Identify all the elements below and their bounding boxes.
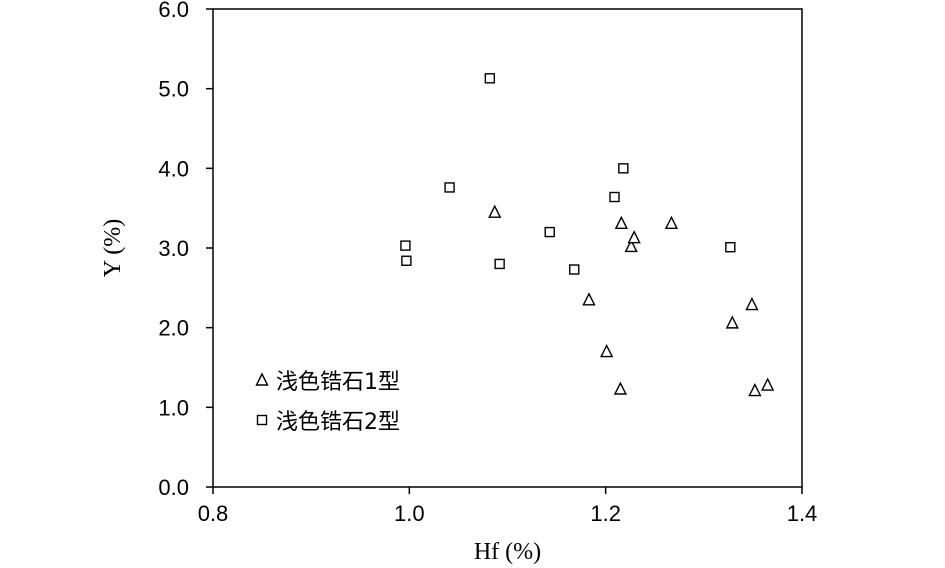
- square-point: [494, 258, 505, 270]
- y-axis-label: Y (%): [100, 219, 126, 277]
- triangle-point: [627, 230, 641, 244]
- square-point: [618, 163, 629, 174]
- axes: 0.8 1.0 1.2 1.4 0.0 1.0 2.0 3.0 4.0 5.0 6.0: [158, 0, 817, 526]
- square-point: [725, 242, 736, 253]
- x-tick-label: 1.4: [787, 501, 818, 526]
- square-point: [544, 226, 555, 238]
- y-tick-label: 1.0: [158, 395, 189, 420]
- series-triangle: [488, 204, 775, 397]
- triangle-point: [745, 296, 759, 311]
- x-tick-label: 1.2: [590, 501, 621, 526]
- triangle-point: [624, 238, 638, 253]
- x-axis-label: Hf (%): [474, 539, 541, 565]
- triangle-point: [614, 215, 629, 230]
- triangle-point: [582, 292, 596, 306]
- y-tick-label: 6.0: [158, 0, 189, 22]
- data-points: [400, 73, 775, 397]
- square-point: [484, 73, 496, 84]
- square-point: [400, 240, 411, 251]
- y-tick-label: 0.0: [158, 475, 189, 500]
- triangle-point: [488, 204, 502, 218]
- triangle-point: [761, 377, 775, 391]
- y-tick-label: 3.0: [158, 236, 189, 261]
- x-tick-label: 1.0: [394, 501, 425, 526]
- series-square: [400, 73, 736, 275]
- y-tick-label: 4.0: [158, 156, 189, 181]
- square-point: [609, 191, 620, 203]
- y-tick-label: 5.0: [158, 77, 189, 102]
- triangle-point: [613, 381, 628, 395]
- legend-triangle-marker: [255, 372, 269, 386]
- x-tick-label: 0.8: [198, 501, 229, 526]
- y-tick-label: 2.0: [158, 316, 189, 341]
- triangle-point: [725, 315, 739, 329]
- legend-square-marker: [256, 414, 268, 426]
- square-point: [401, 255, 412, 266]
- triangle-point: [664, 215, 679, 230]
- legend-label: 浅色锆石1型: [276, 370, 400, 395]
- square-point: [444, 182, 455, 193]
- square-point: [569, 264, 580, 275]
- triangle-point: [748, 383, 762, 397]
- legend-label: 浅色锆石2型: [276, 410, 400, 435]
- triangle-point: [600, 344, 614, 358]
